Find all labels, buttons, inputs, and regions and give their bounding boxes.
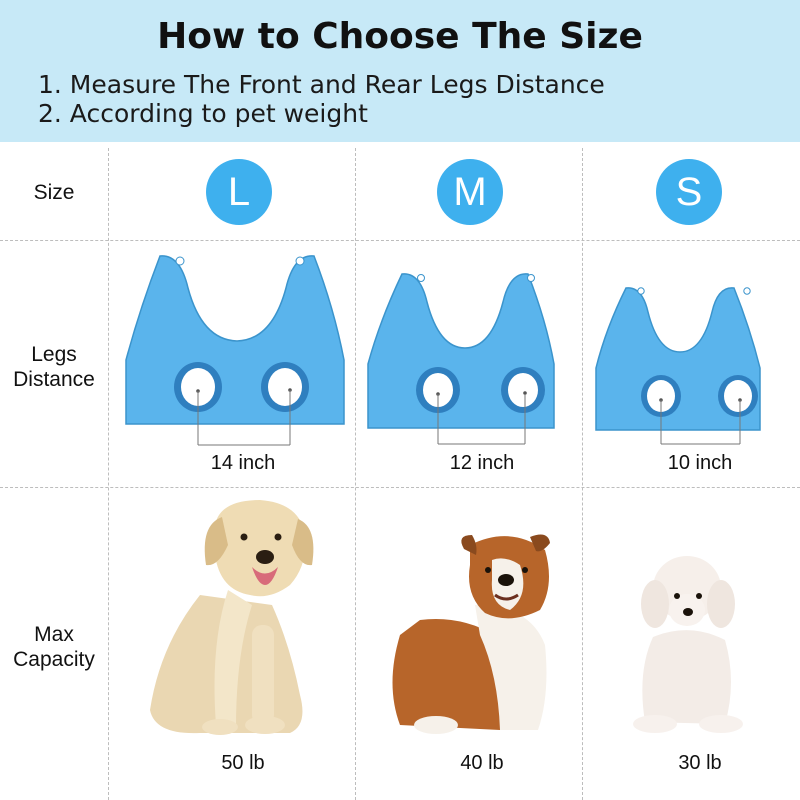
harness-s-image bbox=[595, 287, 761, 431]
row-divider-1 bbox=[0, 240, 800, 241]
bulldog-image bbox=[392, 534, 550, 734]
capacity-l: 50 lb bbox=[221, 752, 265, 774]
poodle-image bbox=[633, 556, 743, 733]
page-title: How to Choose The Size bbox=[157, 16, 643, 57]
instruction-1: 1. Measure The Front and Rear Legs Dista… bbox=[38, 70, 605, 99]
harness-l-image bbox=[125, 255, 345, 438]
size-badge-m: M bbox=[437, 159, 503, 225]
legs-distance-l: 14 inch bbox=[210, 452, 276, 474]
size-badge-s: S bbox=[656, 159, 722, 225]
measure-line-m bbox=[437, 394, 526, 445]
capacity-s: 30 lb bbox=[678, 752, 722, 774]
golden-retriever-image bbox=[150, 500, 314, 735]
column-divider-1 bbox=[108, 148, 109, 800]
row-label-max-capacity: Max Capacity bbox=[13, 623, 95, 671]
measure-line-s bbox=[660, 400, 741, 445]
header-banner bbox=[0, 0, 800, 142]
row-divider-2 bbox=[0, 487, 800, 488]
row-label-size: Size bbox=[33, 181, 75, 204]
size-badge-l: L bbox=[206, 159, 272, 225]
capacity-m: 40 lb bbox=[460, 752, 504, 774]
legs-distance-m: 12 inch bbox=[449, 452, 515, 474]
measure-line-l bbox=[197, 432, 291, 446]
row-label-legs-distance: Legs Distance bbox=[13, 343, 95, 391]
column-divider-3 bbox=[582, 148, 583, 800]
instruction-2: 2. According to pet weight bbox=[38, 99, 368, 128]
legs-distance-s: 10 inch bbox=[667, 452, 733, 474]
column-divider-2 bbox=[355, 148, 356, 800]
harness-m-image bbox=[367, 273, 555, 429]
